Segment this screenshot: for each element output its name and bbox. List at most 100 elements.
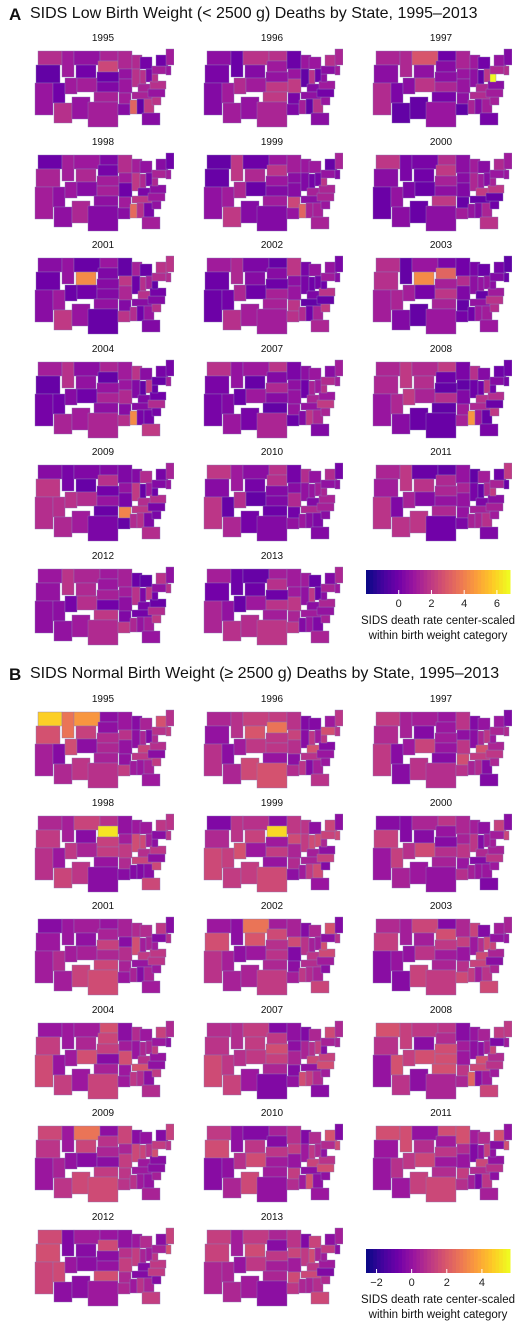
state-ms bbox=[129, 513, 138, 529]
state-ar bbox=[118, 1064, 132, 1076]
us-state-map bbox=[372, 709, 512, 789]
state-nc bbox=[147, 399, 166, 408]
state-id bbox=[230, 568, 244, 595]
year-label: 2002 bbox=[260, 240, 284, 251]
state-ms bbox=[467, 513, 476, 529]
state-tx bbox=[256, 762, 288, 789]
state-nv bbox=[52, 186, 66, 207]
year-label: 1996 bbox=[260, 33, 284, 44]
state-ut bbox=[402, 77, 416, 95]
colorbar-segment bbox=[430, 570, 435, 594]
state-pa bbox=[151, 583, 167, 592]
state-ia bbox=[456, 482, 471, 494]
state-ne2 bbox=[334, 916, 343, 934]
year-label: 2004 bbox=[91, 343, 115, 355]
state-la bbox=[455, 1178, 469, 1191]
state-wy bbox=[413, 932, 435, 947]
state-co bbox=[76, 1256, 98, 1271]
state-fl bbox=[479, 216, 499, 229]
state-wv bbox=[151, 1252, 159, 1261]
map-a-1998: 1998 bbox=[28, 137, 178, 243]
state-nj bbox=[334, 830, 341, 840]
state-mi bbox=[477, 717, 491, 731]
state-pa bbox=[151, 169, 167, 178]
state-tx bbox=[87, 1073, 119, 1099]
state-id bbox=[230, 50, 244, 78]
state-ok bbox=[93, 609, 119, 620]
state-ut bbox=[233, 1049, 247, 1066]
state-fl bbox=[141, 877, 161, 890]
state-nj bbox=[165, 583, 172, 593]
state-tx bbox=[87, 866, 119, 892]
state-mt bbox=[242, 361, 270, 376]
state-co bbox=[414, 1152, 436, 1168]
state-co bbox=[245, 284, 267, 300]
state-sc bbox=[320, 200, 331, 209]
state-ne bbox=[265, 382, 289, 393]
state-ks bbox=[265, 185, 289, 196]
state-ar bbox=[118, 610, 132, 622]
state-co bbox=[414, 284, 436, 300]
state-sc bbox=[151, 757, 162, 767]
state-wv bbox=[320, 838, 328, 847]
colorbar-segment bbox=[405, 1249, 410, 1273]
state-tx bbox=[425, 1073, 457, 1099]
state-in bbox=[308, 173, 316, 188]
state-nm bbox=[240, 861, 260, 884]
state-ca bbox=[34, 847, 54, 880]
state-ne bbox=[434, 939, 458, 951]
state-wv bbox=[489, 734, 497, 744]
state-mi bbox=[308, 160, 322, 173]
state-sc bbox=[151, 1171, 162, 1181]
state-ne bbox=[265, 1250, 289, 1261]
state-ne bbox=[434, 1146, 458, 1158]
state-ca bbox=[372, 847, 392, 880]
state-nv bbox=[52, 743, 66, 765]
state-wa bbox=[206, 464, 232, 480]
colorbar-segment bbox=[423, 1249, 428, 1273]
colorbar-segment bbox=[506, 570, 511, 594]
map-b-2013: 2013 bbox=[197, 1212, 347, 1318]
state-nd bbox=[437, 464, 457, 476]
colorbar-segment bbox=[402, 1249, 407, 1273]
state-ok bbox=[431, 298, 457, 310]
state-az bbox=[222, 413, 242, 434]
panel-letter-b: B bbox=[9, 665, 22, 684]
state-nm bbox=[409, 757, 429, 781]
state-ne2 bbox=[165, 48, 174, 66]
state-ks bbox=[265, 846, 289, 857]
state-mt bbox=[242, 154, 270, 169]
state-sc bbox=[151, 510, 162, 520]
state-az bbox=[53, 206, 73, 227]
colorbar-tick-label: 0 bbox=[409, 1277, 415, 1289]
state-ne bbox=[96, 175, 120, 186]
state-pa bbox=[489, 830, 505, 839]
state-ks bbox=[434, 846, 458, 857]
state-mi bbox=[308, 56, 322, 70]
state-al bbox=[305, 616, 314, 632]
state-ar bbox=[118, 196, 132, 208]
state-ne bbox=[96, 589, 120, 600]
state-la bbox=[117, 1075, 131, 1087]
state-ut bbox=[64, 1256, 78, 1273]
state-mn bbox=[455, 257, 471, 277]
state-tx bbox=[87, 515, 119, 542]
state-wa bbox=[37, 918, 63, 934]
state-ms bbox=[467, 760, 476, 776]
state-tx bbox=[256, 412, 288, 438]
state-ms bbox=[298, 306, 307, 322]
state-mo bbox=[287, 285, 302, 301]
state-ar bbox=[287, 1167, 301, 1180]
state-in bbox=[477, 834, 485, 849]
state-pa bbox=[489, 169, 505, 178]
state-nd bbox=[268, 918, 288, 930]
state-ok bbox=[431, 402, 457, 413]
state-mt bbox=[411, 711, 439, 727]
map-a-2011: 2011 bbox=[366, 447, 516, 553]
state-ne bbox=[96, 278, 120, 290]
state-in bbox=[139, 69, 147, 85]
state-nv bbox=[221, 600, 235, 621]
state-ca bbox=[34, 496, 54, 530]
state-nm bbox=[71, 407, 91, 430]
state-id bbox=[61, 464, 75, 492]
